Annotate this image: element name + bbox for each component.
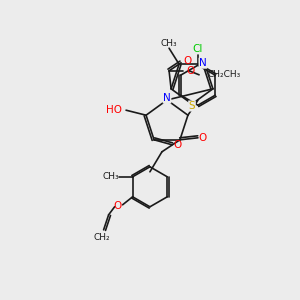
- Text: O: O: [173, 140, 181, 150]
- Text: N: N: [199, 58, 207, 68]
- Text: CH₃: CH₃: [102, 172, 119, 181]
- Text: CH₂: CH₂: [93, 233, 110, 242]
- Text: O: O: [186, 66, 194, 76]
- Text: O: O: [199, 133, 207, 143]
- Text: CH₃: CH₃: [161, 39, 177, 48]
- Text: HO: HO: [106, 105, 122, 115]
- Text: S: S: [189, 101, 195, 111]
- Text: N: N: [163, 93, 171, 103]
- Text: CH₂CH₃: CH₂CH₃: [207, 70, 240, 79]
- Text: O: O: [183, 56, 191, 66]
- Text: O: O: [113, 201, 122, 211]
- Text: Cl: Cl: [193, 44, 203, 54]
